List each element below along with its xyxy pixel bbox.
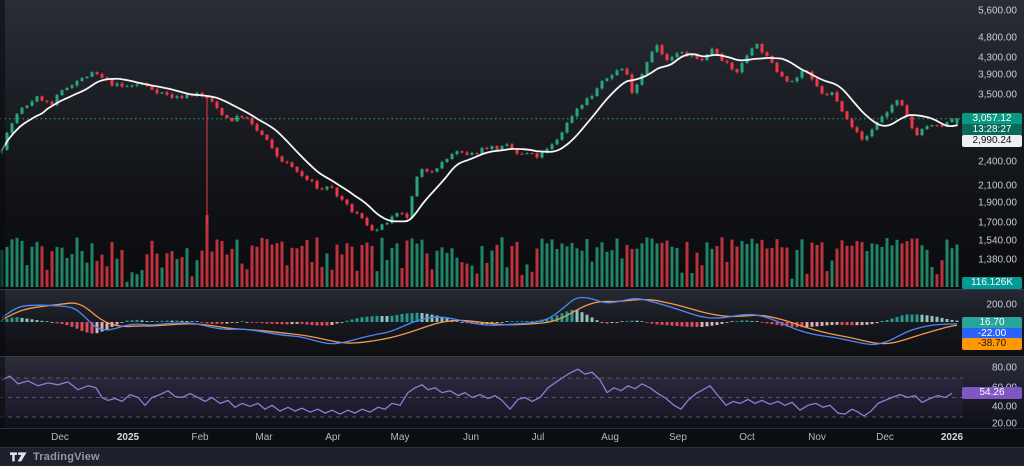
time-scale[interactable] xyxy=(0,428,1024,447)
pane-separator-main-macd[interactable] xyxy=(0,289,1024,290)
left-edge-shade xyxy=(0,0,5,428)
pane-separator-macd-rsi[interactable] xyxy=(0,356,1024,357)
tradingview-brand-text: TradingView xyxy=(33,451,100,463)
price-scale[interactable] xyxy=(963,0,1024,428)
tradingview-logo-link[interactable]: TradingView xyxy=(10,451,100,463)
tradingview-logo-icon xyxy=(10,452,27,462)
time-axis-border xyxy=(0,428,1024,429)
footer-bar: TradingView xyxy=(0,447,1024,466)
time-axis-strip xyxy=(0,428,1024,447)
